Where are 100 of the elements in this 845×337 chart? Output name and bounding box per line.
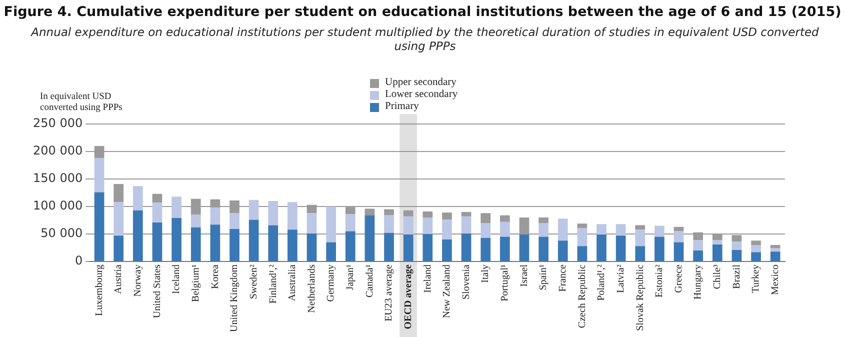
bar	[114, 202, 124, 236]
y-tick-label: 200 000	[33, 144, 83, 158]
bar	[500, 236, 510, 262]
x-tick-label: France	[557, 264, 568, 292]
x-tick-label: Belgium¹	[190, 264, 202, 302]
x-tick-label: Japan¹	[345, 264, 356, 290]
bar	[770, 248, 780, 252]
x-tick-label: Korea	[210, 264, 221, 289]
bar	[558, 240, 568, 262]
x-tick-label: Latvia²	[615, 264, 626, 294]
x-tick-label: Czech Republic	[576, 264, 588, 328]
x-tick-label: Italy	[480, 264, 492, 283]
chart-subtitle: Annual expenditure on educational institutions per student multiplied by the theoretical duration of studies in equivalent USD converted using PPPs	[30, 25, 820, 53]
x-tick-label: Israel	[518, 264, 530, 287]
x-tick-label: Sweden²	[248, 264, 260, 300]
x-tick-label: Netherlands	[306, 264, 318, 313]
bar	[461, 216, 472, 234]
bar	[345, 231, 356, 262]
bar	[210, 208, 220, 225]
bar	[442, 212, 452, 220]
x-tick-label: Germany	[326, 264, 337, 302]
bar	[114, 184, 124, 202]
legend-label: Lower secondary	[385, 89, 458, 101]
bar	[190, 214, 201, 228]
x-tick-label: Norway	[132, 264, 144, 297]
bar	[422, 234, 433, 262]
bar	[712, 244, 722, 262]
x-tick-label: Austria	[113, 264, 124, 294]
x-tick-label: New Zealand	[442, 264, 453, 318]
bar	[596, 224, 606, 235]
y-tick-label: 150 000	[33, 171, 83, 186]
bar	[288, 230, 298, 262]
x-tick-label: Luxembourg	[94, 264, 105, 316]
y-tick-label: 100 000	[33, 198, 83, 213]
bar	[326, 242, 336, 262]
bar	[712, 240, 722, 244]
bar	[384, 232, 394, 262]
bar	[442, 240, 452, 262]
bar	[674, 226, 684, 232]
x-tick-label: OECD average	[402, 264, 414, 330]
x-tick-label: Slovenia	[460, 264, 472, 300]
x-tick-label: Hungary	[692, 264, 704, 300]
bar	[268, 225, 278, 262]
bar	[480, 223, 491, 238]
x-tick-label: Poland¹,²	[596, 264, 608, 301]
x-tick-label: EU23 average	[384, 264, 395, 322]
x-tick-label: Spain¹	[538, 264, 550, 290]
bar	[751, 252, 761, 262]
bar	[654, 226, 664, 237]
bar	[616, 236, 626, 262]
bar	[461, 212, 472, 216]
legend-label: Upper secondary	[385, 77, 456, 89]
bar	[172, 196, 182, 218]
bar	[500, 222, 510, 237]
bar	[384, 215, 394, 233]
x-tick-label: Canada¹	[364, 264, 376, 298]
bar	[172, 218, 182, 262]
x-tick-label: Mexico	[770, 264, 781, 296]
bar	[577, 228, 588, 246]
bar	[132, 210, 143, 262]
bar	[461, 233, 472, 262]
y-tick-label: 250 000	[33, 116, 83, 130]
x-tick-label: Brazil	[731, 264, 742, 289]
bar	[384, 209, 394, 216]
bar	[480, 238, 491, 262]
x-tick-label: Portugal¹	[500, 264, 511, 302]
x-tick-label: Iceland	[171, 264, 182, 294]
bar	[248, 200, 259, 220]
bar	[693, 240, 704, 251]
bar	[422, 211, 433, 218]
bar	[654, 236, 664, 262]
x-tick-label: Australia	[287, 264, 298, 302]
bar	[230, 213, 240, 230]
bar	[190, 227, 201, 262]
bar	[403, 210, 414, 216]
x-tick-label: Finland¹,²	[268, 264, 279, 304]
x-tick-label: United States	[152, 264, 163, 318]
y-tick-label: 50 000	[40, 226, 83, 240]
bar	[230, 229, 240, 262]
bar	[94, 192, 104, 262]
bar	[577, 224, 588, 228]
bar	[674, 242, 684, 262]
bar	[635, 230, 646, 246]
bar	[326, 206, 336, 242]
bar	[558, 218, 568, 241]
bar	[442, 220, 452, 240]
bar	[152, 222, 162, 262]
bar	[674, 231, 684, 242]
bar	[114, 236, 124, 262]
bar	[94, 158, 104, 192]
bar	[635, 246, 646, 262]
bar	[732, 242, 742, 250]
bar	[403, 216, 414, 235]
x-tick-label: Ireland	[422, 264, 434, 293]
bar	[152, 194, 162, 203]
bar	[210, 224, 220, 262]
bar	[288, 202, 298, 230]
bar	[538, 236, 548, 262]
bar	[538, 223, 548, 237]
bar	[635, 225, 646, 230]
